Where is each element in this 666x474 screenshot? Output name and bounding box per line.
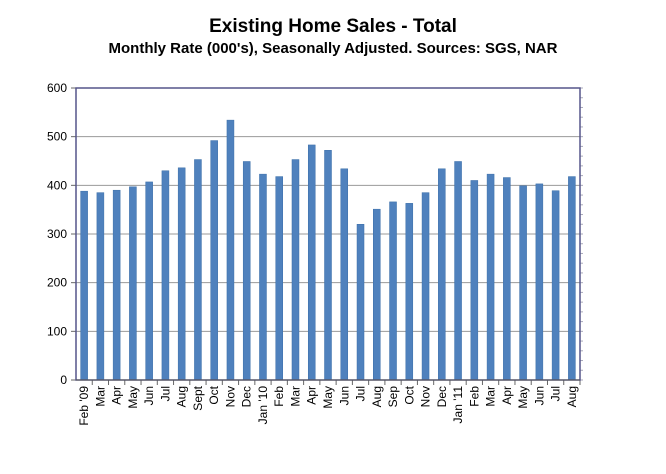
bar xyxy=(519,185,527,381)
x-tick-label: Apr xyxy=(305,386,319,405)
x-tick-label: Apr xyxy=(110,386,124,405)
bar xyxy=(307,144,316,381)
bar xyxy=(259,173,267,381)
x-tick-label: May xyxy=(516,386,530,409)
x-tick-label: Jan '10 xyxy=(256,386,270,425)
x-tick-label: Feb xyxy=(272,386,286,407)
bar xyxy=(438,168,446,381)
x-tick-label: Sep xyxy=(386,386,400,408)
bar xyxy=(161,170,170,381)
bar xyxy=(503,177,511,381)
bar xyxy=(454,161,462,381)
x-tick-label: May xyxy=(126,386,140,409)
bar xyxy=(405,203,414,381)
x-tick-label: Sept xyxy=(191,385,205,410)
bar xyxy=(340,168,349,381)
x-tick-label: Mar xyxy=(93,386,107,407)
x-tick-label: Aug xyxy=(175,386,189,407)
x-tick-label: Dec xyxy=(435,386,449,407)
bar xyxy=(275,176,283,381)
bar xyxy=(242,161,251,381)
x-tick-label: Jul xyxy=(158,386,172,401)
bar xyxy=(177,167,186,381)
x-tick-label: Jun xyxy=(337,386,351,405)
y-tick-label: 100 xyxy=(47,324,67,338)
x-tick-label: May xyxy=(321,386,335,409)
x-tick-label: Feb '09 xyxy=(77,386,91,426)
x-tick-label: Jul xyxy=(549,386,563,401)
bar xyxy=(486,173,495,381)
x-tick-label: Aug xyxy=(370,386,384,407)
x-tick-label: Jan '11 xyxy=(451,386,465,424)
y-tick-label: 600 xyxy=(47,81,67,95)
bar xyxy=(129,186,137,381)
bar xyxy=(421,192,430,381)
x-tick-label: Apr xyxy=(500,386,514,405)
x-tick-label: Dec xyxy=(240,386,254,407)
bar xyxy=(470,180,479,381)
bar xyxy=(145,181,153,381)
x-tick-label: Aug xyxy=(565,386,579,407)
bar xyxy=(80,190,88,381)
bar xyxy=(373,208,381,381)
bar xyxy=(291,159,300,381)
x-tick-label: Jun xyxy=(532,386,546,405)
x-tick-label: Feb xyxy=(467,386,481,407)
x-tick-label: Mar xyxy=(288,386,302,407)
bar xyxy=(96,192,105,381)
chart-subtitle: Monthly Rate (000's), Seasonally Adjuste… xyxy=(108,40,558,57)
x-tick-label: Oct xyxy=(402,385,416,404)
chart-title: Existing Home Sales - Total xyxy=(209,16,457,37)
x-tick-label: Oct xyxy=(207,385,221,404)
x-tick-label: Nov xyxy=(223,386,237,407)
y-tick-label: 400 xyxy=(47,178,67,192)
y-tick-label: 300 xyxy=(47,227,67,241)
bar xyxy=(389,201,397,381)
y-tick-label: 0 xyxy=(60,373,67,387)
x-tick-label: Jun xyxy=(142,386,156,405)
bar xyxy=(210,140,218,381)
bar xyxy=(194,159,202,381)
x-tick-label: Nov xyxy=(419,386,433,407)
bar xyxy=(226,119,235,381)
bar xyxy=(112,189,121,381)
bar xyxy=(324,150,332,381)
y-tick-label: 500 xyxy=(47,130,67,144)
bar xyxy=(551,190,560,381)
bar xyxy=(568,176,576,381)
bar xyxy=(535,183,544,381)
x-tick-label: Jul xyxy=(354,386,368,401)
bar xyxy=(356,224,365,381)
x-tick-label: Mar xyxy=(484,386,498,407)
y-tick-label: 200 xyxy=(47,276,67,290)
